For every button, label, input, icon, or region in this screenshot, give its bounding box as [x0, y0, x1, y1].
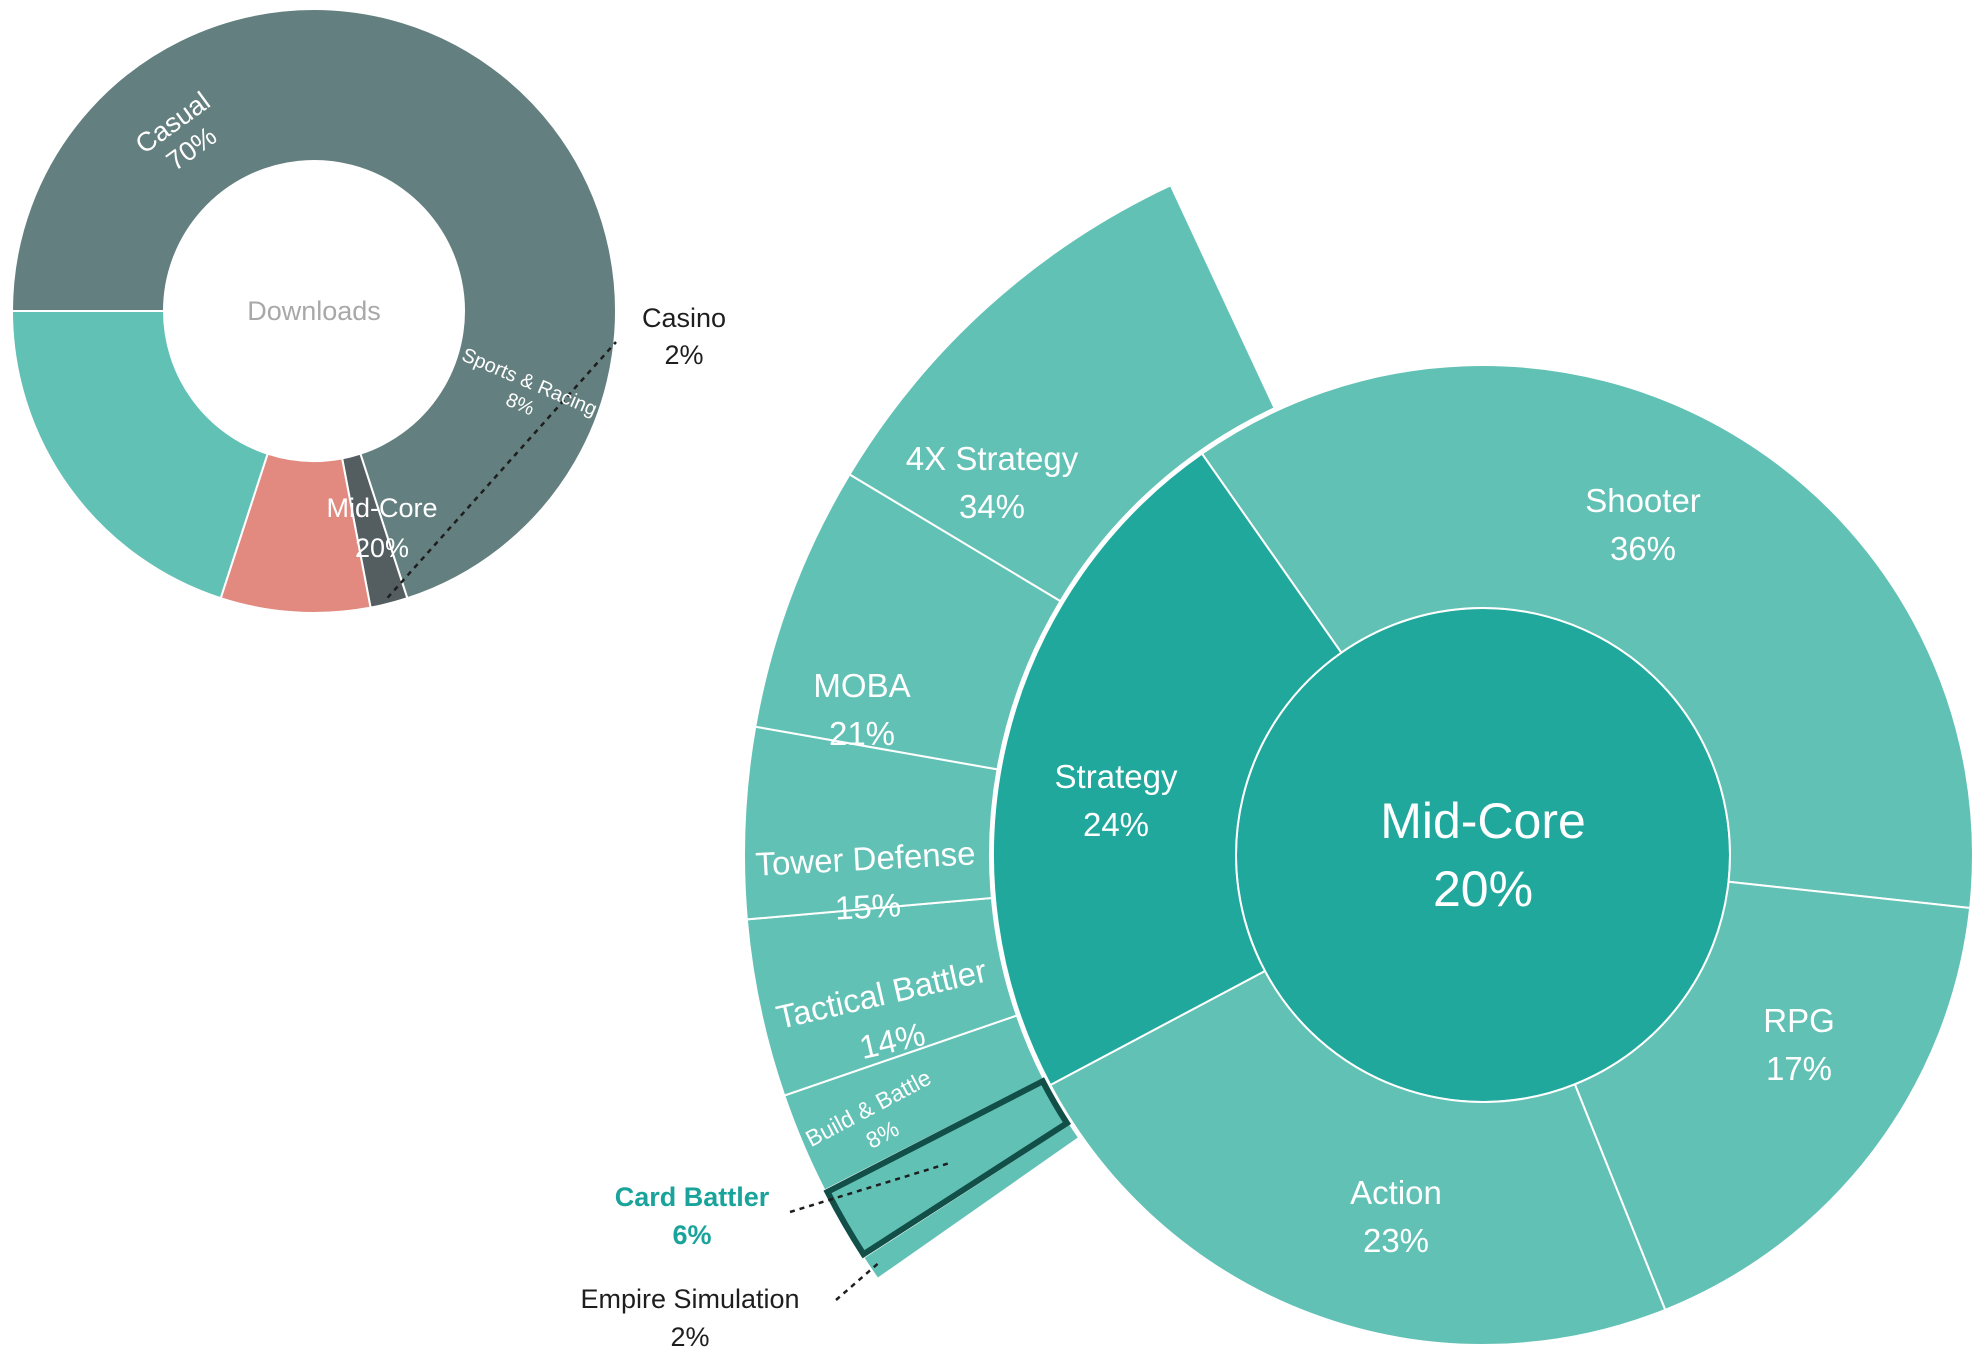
- ring-label-action: Action: [1350, 1174, 1442, 1211]
- sunburst-center-label: Mid-Core: [1380, 793, 1586, 849]
- ring-value-strategy: 24%: [1083, 806, 1149, 843]
- ring-label-strategy: Strategy: [1055, 758, 1178, 795]
- ring-value-shooter: 36%: [1610, 530, 1676, 567]
- slice-value-casino: 2%: [664, 340, 703, 370]
- donut-slice-mid-core: [10, 310, 269, 600]
- sunburst-center-mid-core: [1235, 607, 1731, 1103]
- slice-label-mid-core: Mid-Core: [326, 493, 437, 523]
- outer-value-4x-strategy: 34%: [959, 488, 1025, 525]
- outer-label-empire-simulation: Empire Simulation: [580, 1284, 799, 1314]
- leader-line-casino: [386, 341, 617, 599]
- downloads-donut-chart: [10, 8, 617, 614]
- mid-core-sunburst-chart: [743, 183, 1974, 1346]
- ring-segment-action: [1049, 969, 1667, 1346]
- outer-value-tower-defense: 15%: [834, 886, 902, 926]
- ring-value-rpg: 17%: [1766, 1050, 1832, 1087]
- outer-label-moba: MOBA: [813, 667, 910, 704]
- ring-value-action: 23%: [1363, 1222, 1429, 1259]
- outer-value-empire-simulation: 2%: [670, 1322, 709, 1352]
- highlight-outline-card-battler: [823, 1077, 1072, 1259]
- outer-label-4x-strategy: 4X Strategy: [906, 440, 1079, 477]
- ring-label-rpg: RPG: [1763, 1002, 1835, 1039]
- outer-value-card-battler: 6%: [672, 1220, 711, 1250]
- outer-label-card-battler: Card Battler: [615, 1182, 770, 1212]
- slice-value-mid-core: 20%: [355, 533, 409, 563]
- slice-label-casino: Casino: [642, 303, 726, 333]
- ring-segment-strategy: [992, 452, 1343, 1087]
- ring-label-shooter: Shooter: [1585, 482, 1701, 519]
- donut-slice-casual: [10, 8, 617, 600]
- outer-value-moba: 21%: [829, 715, 895, 752]
- ring-segment-rpg: [1573, 880, 1972, 1312]
- sunburst-center-value: 20%: [1433, 861, 1533, 917]
- donut-center-label: Downloads: [247, 296, 381, 326]
- leader-lines: [386, 341, 950, 1301]
- ring-segment-shooter: [1200, 364, 1974, 910]
- outer-segment-4x-strategy: [848, 183, 1276, 603]
- leader-line-card-battler: [789, 1161, 950, 1214]
